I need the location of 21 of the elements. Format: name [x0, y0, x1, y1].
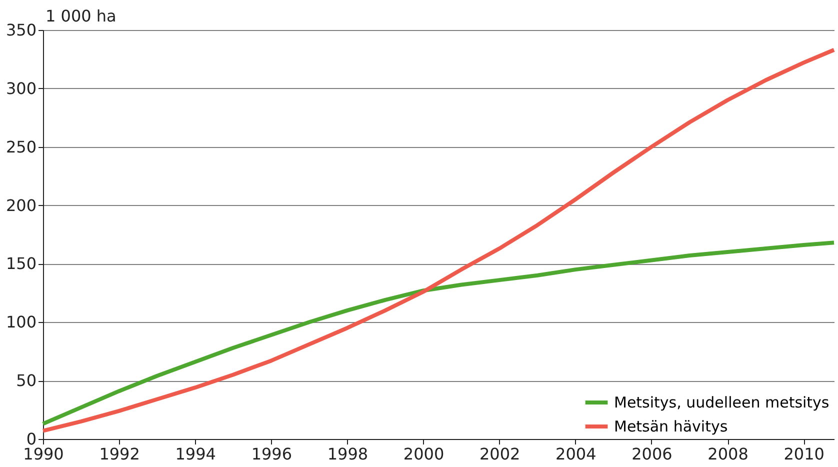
y-tick-label: 100: [6, 312, 36, 332]
legend-label: Metsän hävitys: [614, 418, 728, 436]
x-tick-label: 2008: [708, 444, 748, 464]
legend-label: Metsitys, uudelleen metsitys: [614, 394, 830, 412]
x-tick-label: 1994: [175, 444, 216, 464]
y-tick-label: 200: [6, 196, 36, 215]
x-tick-label: 2010: [784, 444, 824, 464]
x-tick-label: 2006: [632, 444, 672, 464]
x-tick-label: 2002: [479, 444, 520, 464]
x-tick-label: 1996: [251, 444, 292, 464]
x-tick-label: 2004: [556, 444, 596, 464]
y-tick-label: 300: [6, 78, 36, 98]
x-tick-label: 2000: [403, 444, 444, 464]
y-tick-label: 350: [6, 20, 36, 40]
y-axis-title: 1 000 ha: [46, 6, 116, 26]
y-tick-label: 50: [16, 371, 36, 390]
y-tick-label: 150: [6, 254, 36, 274]
line-series: [41, 48, 836, 433]
x-tick-label: 1992: [99, 444, 140, 464]
y-tick-label: 250: [6, 137, 36, 156]
x-tick-label: 1998: [327, 444, 368, 464]
